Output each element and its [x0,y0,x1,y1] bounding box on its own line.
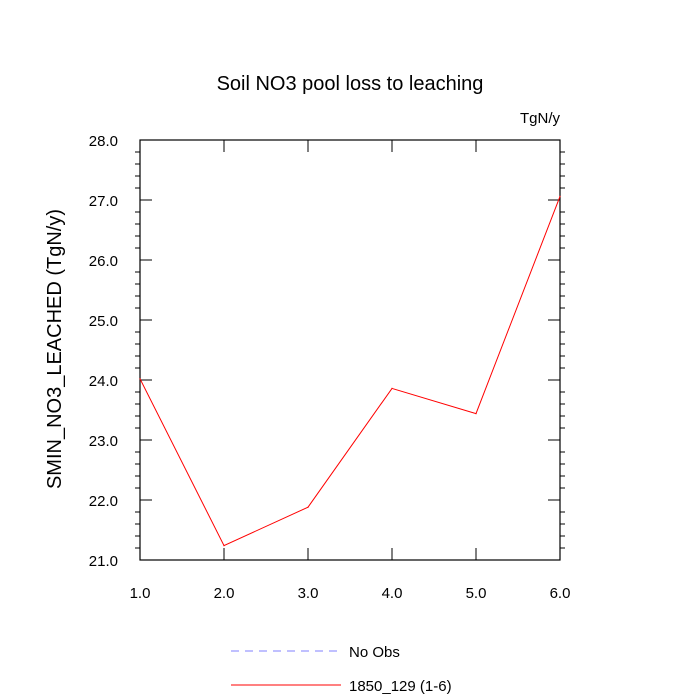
x-tick-label: 6.0 [550,585,571,602]
y-tick-label: 23.0 [89,433,118,450]
data-point [475,413,477,415]
y-tick-label: 24.0 [89,373,118,390]
legend: No Obs 1850_129 (1-6) [231,644,452,695]
x-tick-label: 1.0 [130,585,151,602]
data-point [391,387,393,389]
legend-label-series: 1850_129 (1-6) [349,678,452,695]
y-tick-label: 21.0 [89,553,118,570]
series-line [139,196,561,547]
y-tick-label: 28.0 [89,133,118,150]
x-tick-label: 3.0 [298,585,319,602]
data-point [139,378,141,380]
data-point [223,545,225,547]
x-tick-label: 5.0 [466,585,487,602]
data-point [559,195,561,197]
x-tick-label: 2.0 [214,585,235,602]
y-axis-label: SMIN_NO3_LEACHED (TgN/y) [44,209,66,489]
data-point [307,506,309,508]
x-tick-label: 4.0 [382,585,403,602]
y-tick-label: 26.0 [89,253,118,270]
chart-title: Soil NO3 pool loss to leaching [217,73,484,95]
legend-label-no-obs: No Obs [349,644,400,661]
series-layer [139,195,561,547]
units-label: TgN/y [520,110,561,127]
plot-frame [139,139,561,561]
y-tick-label: 27.0 [89,193,118,210]
tick-labels: 1.0 2.0 3.0 4.0 5.0 6.0 21.0 22.0 23.0 24.0 25.0 26… [89,133,571,602]
y-tick-label: 25.0 [89,313,118,330]
axis-ticks [135,139,565,561]
y-tick-label: 22.0 [89,493,118,510]
